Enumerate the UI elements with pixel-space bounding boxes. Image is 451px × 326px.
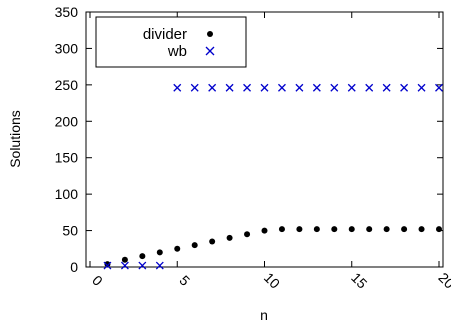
data-point-wb <box>120 261 129 270</box>
legend-label-wb: wb <box>167 43 187 60</box>
marker-stroke <box>260 83 269 92</box>
marker-stroke <box>138 261 147 270</box>
data-point-wb <box>155 261 164 270</box>
data-point-divider <box>418 226 425 233</box>
data-point-divider <box>139 253 146 260</box>
data-point-wb <box>417 83 426 92</box>
data-point-divider <box>191 242 198 249</box>
legend-box <box>95 16 247 68</box>
data-point-divider <box>209 238 216 245</box>
data-point-wb <box>243 83 252 92</box>
legend: divider wb <box>95 16 247 68</box>
legend-marker-divider <box>207 31 213 37</box>
data-point-wb <box>330 83 339 92</box>
x-axis-label: n <box>260 307 268 323</box>
data-point-wb <box>312 83 321 92</box>
data-marks <box>103 83 443 270</box>
data-point-wb <box>382 83 391 92</box>
y-tick-label: 150 <box>55 150 79 166</box>
data-point-divider <box>156 249 163 256</box>
data-point-divider <box>401 226 408 233</box>
marker-stroke <box>190 83 199 92</box>
legend-label-divider: divider <box>143 26 187 43</box>
data-point-divider <box>313 226 320 233</box>
marker-stroke <box>295 83 304 92</box>
y-tick-label: 300 <box>55 40 79 56</box>
data-point-wb <box>208 83 217 92</box>
data-point-divider <box>278 226 285 233</box>
marker-stroke <box>400 83 409 92</box>
x-tick-label: 20 <box>435 269 451 291</box>
data-point-wb <box>190 83 199 92</box>
marker-stroke <box>312 83 321 92</box>
marker-stroke <box>277 83 286 92</box>
y-tick-label: 250 <box>55 77 79 93</box>
y-tick-label: 0 <box>70 259 78 275</box>
x-tick-label: 10 <box>261 269 283 291</box>
data-point-wb <box>260 83 269 92</box>
x-tick-label: 0 <box>89 272 106 289</box>
data-point-wb <box>435 83 443 92</box>
data-point-divider <box>383 226 390 233</box>
marker-stroke <box>365 83 374 92</box>
data-point-divider <box>226 234 233 241</box>
marker-stroke <box>208 83 217 92</box>
y-tick-label: 100 <box>55 186 79 202</box>
axis-ticks: 0 50 100 150 200 250 300 350 0 5 10 15 20 <box>55 4 451 292</box>
data-point-wb <box>365 83 374 92</box>
marker-stroke <box>225 83 234 92</box>
marker-stroke <box>120 261 129 270</box>
y-tick-label: 50 <box>62 223 78 239</box>
data-point-wb <box>347 83 356 92</box>
data-point-wb <box>225 83 234 92</box>
legend-marker-wb <box>205 46 215 56</box>
data-point-divider <box>121 256 128 263</box>
data-point-divider <box>174 245 181 252</box>
y-axis-label: Solutions <box>7 110 23 168</box>
marker-stroke <box>103 261 112 270</box>
data-point-divider <box>261 227 268 234</box>
data-point-divider <box>366 226 373 233</box>
y-tick-label: 350 <box>55 4 79 20</box>
data-point-divider <box>436 226 442 233</box>
marker-stroke <box>243 83 252 92</box>
data-point-divider <box>331 226 338 233</box>
data-point-wb <box>277 83 286 92</box>
data-point-divider <box>296 226 303 233</box>
data-point-wb <box>173 83 182 92</box>
marker-stroke <box>155 261 164 270</box>
marker-stroke <box>435 83 443 92</box>
data-point-wb <box>295 83 304 92</box>
data-point-divider <box>244 231 251 238</box>
marker-stroke <box>330 83 339 92</box>
data-point-wb <box>400 83 409 92</box>
x-tick-label: 5 <box>176 272 193 289</box>
data-point-divider <box>348 226 355 233</box>
x-tick-label: 15 <box>348 269 370 291</box>
y-tick-label: 200 <box>55 113 79 129</box>
marker-stroke <box>173 83 182 92</box>
data-point-divider <box>104 261 111 268</box>
marker-stroke <box>347 83 356 92</box>
data-point-wb <box>138 261 147 270</box>
marker-stroke <box>382 83 391 92</box>
data-point-wb <box>103 261 112 270</box>
marker-stroke <box>417 83 426 92</box>
